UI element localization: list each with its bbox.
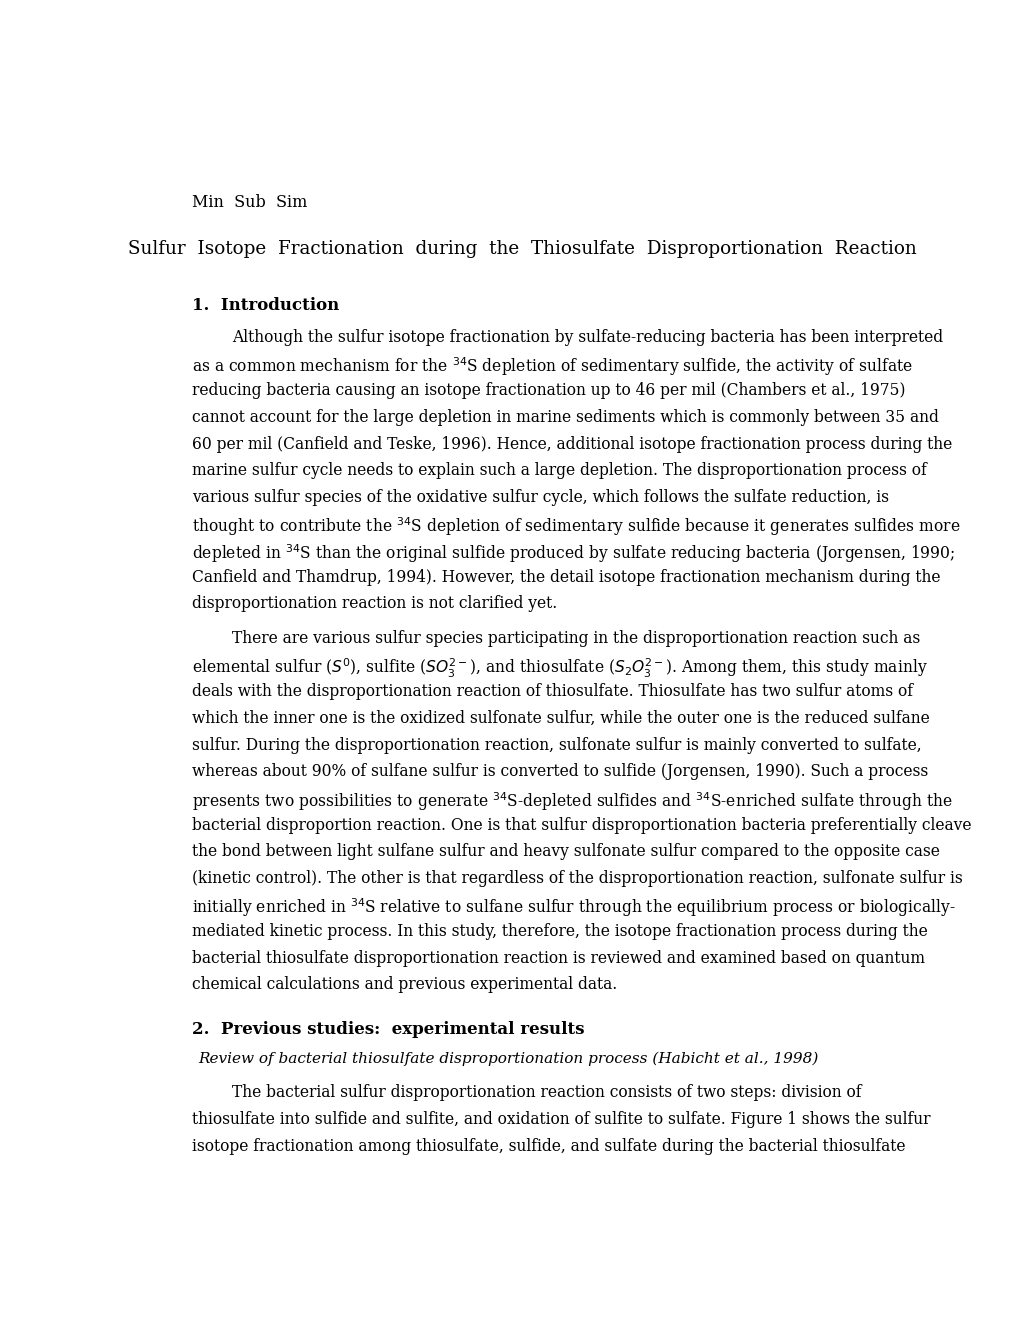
Text: thiosulfate into sulfide and sulfite, and oxidation of sulfite to sulfate. Figur: thiosulfate into sulfide and sulfite, an… [193,1111,930,1129]
Text: There are various sulfur species participating in the disproportionation reactio: There are various sulfur species partici… [231,630,919,647]
Text: bacterial disproportion reaction. One is that sulfur disproportionation bacteria: bacterial disproportion reaction. One is… [193,817,971,834]
Text: elemental sulfur ($S^{0}$), sulfite ($SO_{3}^{2-}$), and thiosulfate ($S_{2}O_{3: elemental sulfur ($S^{0}$), sulfite ($SO… [193,657,927,680]
Text: deals with the disproportionation reaction of thiosulfate. Thiosulfate has two s: deals with the disproportionation reacti… [193,684,912,701]
Text: cannot account for the large depletion in marine sediments which is commonly bet: cannot account for the large depletion i… [193,409,938,426]
Text: disproportionation reaction is not clarified yet.: disproportionation reaction is not clari… [193,595,557,612]
Text: bacterial thiosulfate disproportionation reaction is reviewed and examined based: bacterial thiosulfate disproportionation… [193,950,924,966]
Text: which the inner one is the oxidized sulfonate sulfur, while the outer one is the: which the inner one is the oxidized sulf… [193,710,929,727]
Text: chemical calculations and previous experimental data.: chemical calculations and previous exper… [193,977,616,994]
Text: Min  Sub  Sim: Min Sub Sim [193,194,308,211]
Text: presents two possibilities to generate $^{34}$S-depleted sulfides and $^{34}$S-e: presents two possibilities to generate $… [193,789,952,813]
Text: 60 per mil (Canfield and Teske, 1996). Hence, additional isotope fractionation p: 60 per mil (Canfield and Teske, 1996). H… [193,436,952,453]
Text: as a common mechanism for the $^{34}$S depletion of sedimentary sulfide, the act: as a common mechanism for the $^{34}$S d… [193,356,912,379]
Text: reducing bacteria causing an isotope fractionation up to 46 per mil (Chambers et: reducing bacteria causing an isotope fra… [193,383,905,400]
Text: depleted in $^{34}$S than the original sulfide produced by sulfate reducing bact: depleted in $^{34}$S than the original s… [193,543,955,565]
Text: sulfur. During the disproportionation reaction, sulfonate sulfur is mainly conve: sulfur. During the disproportionation re… [193,737,921,754]
Text: Sulfur  Isotope  Fractionation  during  the  Thiosulfate  Disproportionation  Re: Sulfur Isotope Fractionation during the … [128,240,916,257]
Text: Although the sulfur isotope fractionation by sulfate-reducing bacteria has been : Although the sulfur isotope fractionatio… [231,329,942,346]
Text: initially enriched in $^{34}$S relative to sulfane sulfur through the equilibriu: initially enriched in $^{34}$S relative … [193,896,955,919]
Text: the bond between light sulfane sulfur and heavy sulfonate sulfur compared to the: the bond between light sulfane sulfur an… [193,843,940,861]
Text: various sulfur species of the oxidative sulfur cycle, which follows the sulfate : various sulfur species of the oxidative … [193,488,889,506]
Text: mediated kinetic process. In this study, therefore, the isotope fractionation pr: mediated kinetic process. In this study,… [193,923,927,940]
Text: Canfield and Thamdrup, 1994). However, the detail isotope fractionation mechanis: Canfield and Thamdrup, 1994). However, t… [193,569,940,586]
Text: 2.  Previous studies:  experimental results: 2. Previous studies: experimental result… [193,1022,584,1039]
Text: marine sulfur cycle needs to explain such a large depletion. The disproportionat: marine sulfur cycle needs to explain suc… [193,462,926,479]
Text: The bacterial sulfur disproportionation reaction consists of two steps: division: The bacterial sulfur disproportionation … [231,1084,860,1101]
Text: thought to contribute the $^{34}$S depletion of sedimentary sulfide because it g: thought to contribute the $^{34}$S deple… [193,516,960,539]
Text: whereas about 90% of sulfane sulfur is converted to sulfide (Jorgensen, 1990). S: whereas about 90% of sulfane sulfur is c… [193,763,927,780]
Text: isotope fractionation among thiosulfate, sulfide, and sulfate during the bacteri: isotope fractionation among thiosulfate,… [193,1138,905,1155]
Text: (kinetic control). The other is that regardless of the disproportionation reacti: (kinetic control). The other is that reg… [193,870,962,887]
Text: Review of bacterial thiosulfate disproportionation process (Habicht et al., 1998: Review of bacterial thiosulfate dispropo… [199,1052,818,1067]
Text: 1.  Introduction: 1. Introduction [193,297,339,314]
